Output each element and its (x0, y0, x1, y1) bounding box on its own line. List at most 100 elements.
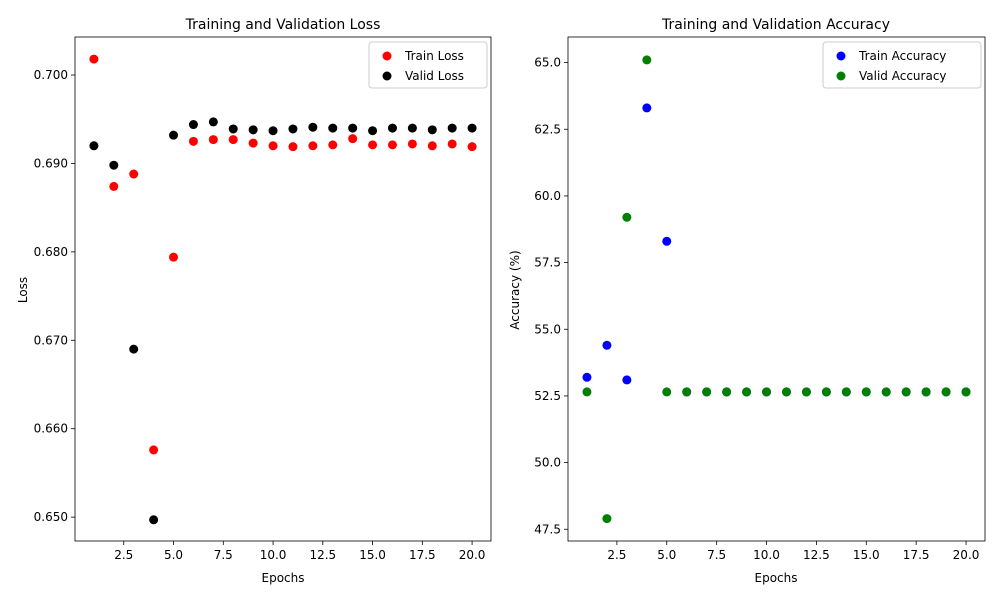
valid-accuracy-point (941, 387, 951, 397)
train-loss-point (447, 139, 457, 149)
loss-chart-title: Training and Validation Loss (185, 17, 381, 33)
loss-y-tick-label: 0.690 (34, 156, 68, 170)
train-loss-legend-marker (382, 51, 392, 61)
loss-x-tick-label: 12.5 (309, 548, 336, 562)
train-accuracy-point (642, 103, 652, 113)
accuracy-y-tick-label: 60.0 (534, 189, 561, 203)
loss-y-tick-label: 0.700 (34, 68, 68, 82)
valid-accuracy-point (582, 387, 592, 397)
valid-loss-point (188, 120, 198, 130)
valid-accuracy-point (742, 387, 752, 397)
train-loss-point (248, 138, 258, 148)
accuracy-x-tick-label: 5.0 (657, 548, 676, 562)
accuracy-y-tick-label: 52.5 (534, 389, 561, 403)
valid-loss-point (228, 124, 238, 134)
loss-chart-xlabel: Epochs (262, 571, 305, 585)
valid-accuracy-legend-label: Valid Accuracy (859, 69, 947, 83)
valid-loss-point (169, 130, 179, 140)
loss-legend-box (368, 41, 488, 89)
valid-loss-legend-marker (382, 71, 392, 81)
accuracy-plot-frame (567, 36, 986, 542)
train-loss-point (268, 141, 278, 151)
valid-loss-point (288, 124, 298, 134)
valid-loss-point (407, 123, 417, 133)
accuracy-x-tick-label: 10.0 (753, 548, 780, 562)
train-accuracy-point (602, 340, 612, 350)
valid-accuracy-point (781, 387, 791, 397)
accuracy-x-tick-label: 7.5 (707, 548, 726, 562)
accuracy-y-tick-label: 62.5 (534, 122, 561, 136)
valid-accuracy-point (762, 387, 772, 397)
train-loss-legend-label: Train Loss (404, 49, 464, 63)
train-loss-point (129, 169, 139, 179)
valid-loss-point (129, 344, 139, 354)
valid-accuracy-point (682, 387, 692, 397)
loss-y-tick-label: 0.650 (34, 510, 68, 524)
accuracy-y-tick-label: 65.0 (534, 56, 561, 70)
accuracy-x-tick-label: 15.0 (853, 548, 880, 562)
valid-loss-point (328, 123, 338, 133)
accuracy-x-tick-label: 2.5 (607, 548, 626, 562)
loss-x-tick-label: 20.0 (459, 548, 486, 562)
valid-accuracy-point (841, 387, 851, 397)
train-loss-point (368, 140, 378, 150)
valid-loss-point (467, 123, 477, 133)
valid-accuracy-point (821, 387, 831, 397)
accuracy-y-tick-label: 57.5 (534, 256, 561, 270)
loss-chart-panel: Training and Validation Loss Epochs Loss… (16, 17, 492, 585)
accuracy-chart-ylabel: Accuracy (%) (508, 250, 522, 329)
valid-loss-point (89, 141, 99, 151)
train-accuracy-point (582, 372, 592, 382)
valid-accuracy-point (642, 55, 652, 65)
loss-plot-frame (74, 36, 492, 542)
train-accuracy-legend-label: Train Accuracy (858, 49, 946, 63)
valid-accuracy-point (602, 514, 612, 524)
valid-accuracy-point (801, 387, 811, 397)
valid-accuracy-point (622, 212, 632, 222)
train-loss-point (169, 252, 179, 262)
valid-accuracy-point (702, 387, 712, 397)
valid-loss-point (427, 125, 437, 135)
train-loss-point (328, 140, 338, 150)
train-loss-point (89, 54, 99, 64)
valid-loss-point (149, 515, 159, 525)
loss-x-tick-label: 15.0 (359, 548, 386, 562)
valid-loss-point (348, 123, 358, 133)
accuracy-legend-box (822, 41, 982, 89)
valid-loss-legend-label: Valid Loss (405, 69, 464, 83)
accuracy-x-tick-label: 17.5 (903, 548, 930, 562)
valid-loss-point (387, 123, 397, 133)
accuracy-x-tick-label: 12.5 (803, 548, 830, 562)
valid-accuracy-point (881, 387, 891, 397)
train-loss-point (407, 139, 417, 149)
train-loss-point (228, 135, 238, 145)
loss-x-tick-label: 10.0 (260, 548, 287, 562)
train-loss-point (208, 135, 218, 145)
train-accuracy-point (662, 236, 672, 246)
valid-loss-point (447, 123, 457, 133)
train-loss-point (348, 134, 358, 144)
valid-loss-point (268, 126, 278, 136)
accuracy-chart-panel: Training and Validation Accuracy Epochs … (508, 17, 986, 585)
valid-accuracy-point (921, 387, 931, 397)
accuracy-chart-title: Training and Validation Accuracy (661, 17, 890, 33)
loss-y-tick-label: 0.680 (34, 245, 68, 259)
valid-accuracy-point (861, 387, 871, 397)
accuracy-legend: Train Accuracy Valid Accuracy (822, 41, 982, 89)
train-loss-point (288, 142, 298, 152)
valid-accuracy-point (901, 387, 911, 397)
valid-loss-point (208, 117, 218, 127)
valid-accuracy-point (722, 387, 732, 397)
loss-x-tick-label: 2.5 (114, 548, 133, 562)
accuracy-x-tick-label: 20.0 (953, 548, 980, 562)
loss-y-tick-label: 0.670 (34, 333, 68, 347)
train-loss-point (109, 181, 119, 191)
train-loss-point (308, 141, 318, 151)
valid-loss-point (248, 125, 258, 135)
accuracy-y-tick-label: 47.5 (534, 522, 561, 536)
valid-accuracy-point (662, 387, 672, 397)
train-loss-point (467, 142, 477, 152)
train-loss-point (188, 136, 198, 146)
train-loss-point (387, 140, 397, 150)
